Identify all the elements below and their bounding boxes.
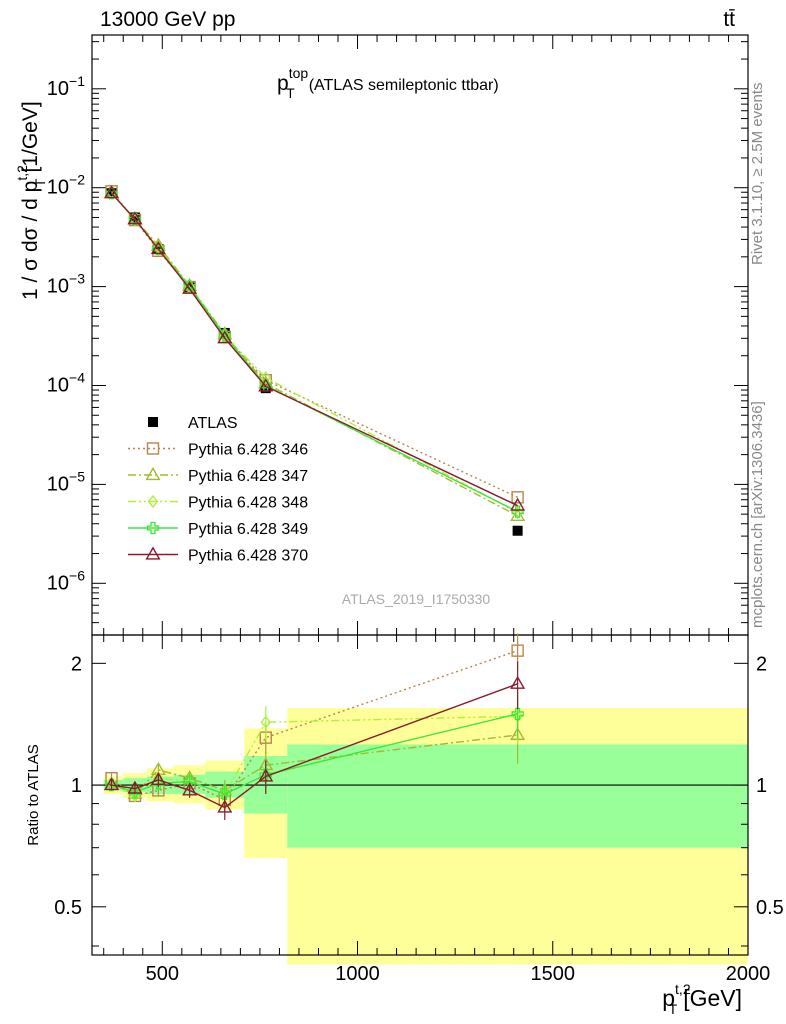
x-tick-label-0: 500: [146, 963, 179, 985]
x-tick-label-2: 1500: [531, 963, 576, 985]
main-y-tick-label-1: 10−5: [47, 468, 85, 495]
main-line-3: [110, 192, 518, 514]
legend-item-0: ATLAS: [148, 415, 238, 432]
x-axis-label: pt,2 T [GeV]: [662, 981, 742, 1017]
main-series-5: [103, 185, 526, 511]
main-point-3-5: [260, 371, 272, 385]
legend-item-4: Pythia 6.428 349: [128, 521, 308, 538]
ratio-frame: [91, 634, 749, 956]
main-y-tick-label-4: 10−2: [47, 172, 85, 199]
legend-item-1: Pythia 6.428 346: [128, 442, 308, 459]
process-label: tt̄: [723, 8, 735, 31]
energy-label: 13000 GeV pp: [100, 8, 235, 31]
legend-marker-3: [147, 494, 159, 509]
ratio-y-tick-label-left-2: 2: [71, 653, 82, 675]
main-line-4: [111, 192, 518, 513]
main-series-1: [105, 185, 524, 504]
ratio-y-tick-label-right-0: 0.5: [756, 897, 784, 919]
legend-marker-1: [146, 442, 160, 455]
main-point-0-1: [129, 212, 140, 223]
legend-label-0: ATLAS: [188, 415, 238, 432]
x-ticks: 500 1000 1500 2000: [103, 35, 771, 985]
main-y-tick-label-5: 10−1: [47, 73, 85, 100]
main-series-2: [103, 185, 526, 522]
ratio-point-3-6: [511, 707, 524, 720]
ratio-y-tick-label-right-1: 1: [756, 775, 767, 797]
ratio-point-3-4: [218, 787, 231, 801]
ratio-point-0-6: [511, 644, 524, 657]
x-tick-label-1: 1000: [335, 963, 380, 985]
main-point-5-0: [103, 185, 120, 199]
main-title: ptop T (ATLAS semileptonic ttbar): [277, 65, 499, 101]
legend-item-5: Pythia 6.428 370: [128, 546, 308, 565]
legend-item-3: Pythia 6.428 348: [128, 495, 308, 512]
main-point-0-6: [512, 525, 523, 536]
main-line-5: [111, 192, 518, 507]
mcplots-label: mcplots.cern.ch [arXiv:1306.3436]: [749, 401, 766, 628]
main-point-5-1: [127, 211, 143, 225]
main-y-tick-label-2: 10−4: [47, 369, 85, 396]
main-point-5-5: [258, 378, 274, 392]
main-y-ticks: 10−6 10−5 10−4 10−3 10−2 10−1: [47, 41, 748, 636]
ratio-point-4-2: [150, 771, 166, 785]
ratio-ylabel: Ratio to ATLAS: [25, 744, 42, 845]
main-y-tick-label-0: 10−6: [47, 567, 85, 594]
ratio-y-tick-label-right-2: 2: [756, 653, 767, 675]
legend-marker-2: [145, 466, 161, 481]
legend-marker-0: [148, 417, 158, 427]
main-series-4: [105, 187, 524, 518]
main-line-2: [111, 192, 518, 517]
main-point-5-6: [510, 497, 526, 511]
main-line-1: [110, 190, 518, 498]
legend-marker-4: [146, 521, 160, 535]
main-series-3: [106, 186, 523, 520]
ratio-point-4-6: [510, 675, 526, 689]
legend-marker-5: [145, 546, 161, 560]
rivet-label: Rivet 3.1.10, ≥ 2.5M events: [749, 83, 766, 266]
ratio-point-2-5: [260, 715, 272, 729]
legend-item-2: Pythia 6.428 347: [128, 466, 308, 485]
main-frame: [91, 34, 749, 636]
x-tick-label-3: 2000: [726, 963, 771, 985]
ratio-y-tick-label-left-0: 0.5: [54, 897, 82, 919]
ratio-point-4-4: [217, 799, 233, 813]
ratio-point-4-3: [182, 782, 198, 796]
ratio-point-4-0: [103, 777, 120, 791]
ratio-point-4-5: [258, 768, 274, 782]
ratio-series-4: [103, 661, 526, 820]
main-y-tick-label-3: 10−3: [47, 271, 85, 298]
legend-label-5: Pythia 6.428 370: [188, 548, 308, 565]
main-point-1-6: [511, 491, 524, 504]
legend: ATLAS Pythia 6.428 346 Pythia 6.428 347 Pyt…: [128, 415, 308, 565]
watermark: ATLAS_2019_I1750330: [342, 591, 491, 607]
legend-label-3: Pythia 6.428 348: [188, 495, 308, 512]
ratio-y-ticks: 0.5 0.5 1 1 2 2: [54, 653, 784, 947]
legend-label-2: Pythia 6.428 347: [188, 468, 308, 485]
main-point-5-3: [182, 280, 198, 294]
legend-label-1: Pythia 6.428 346: [188, 442, 308, 459]
main-point-5-2: [150, 240, 166, 255]
ratio-y-tick-label-left-1: 1: [71, 775, 82, 797]
legend-label-4: Pythia 6.428 349: [188, 521, 308, 538]
main-point-5-4: [217, 330, 233, 344]
ratio-point-4-1: [127, 780, 143, 794]
main-ylabel: 1 / σ dσ / d pt,2T[1/GeV]: [14, 101, 48, 300]
